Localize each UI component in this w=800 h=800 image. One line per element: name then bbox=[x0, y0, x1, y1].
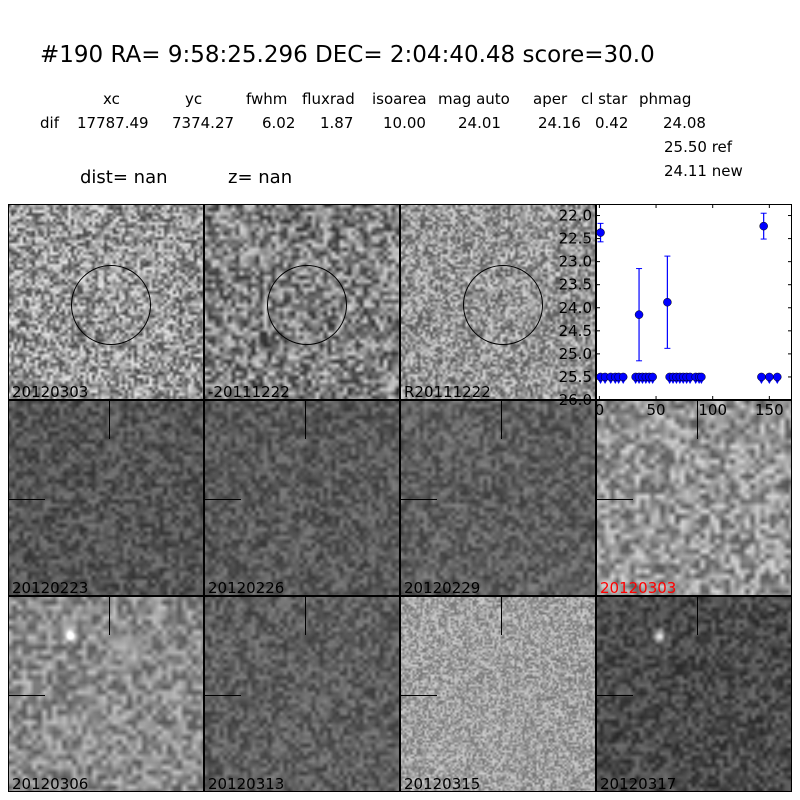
row-value: 17787.49 bbox=[77, 114, 149, 132]
row-value: 0.42 bbox=[595, 114, 629, 132]
column-header: cl star bbox=[581, 90, 628, 108]
upper-limit-point bbox=[648, 372, 657, 382]
crosshair-tick bbox=[597, 499, 633, 500]
stamp-date-label: 20120303 bbox=[600, 579, 677, 596]
new-mag: 24.11 new bbox=[664, 162, 743, 180]
y-tick-label: 25.0 bbox=[559, 345, 592, 363]
crosshair-tick bbox=[9, 695, 45, 696]
y-tick-label: 24.5 bbox=[559, 322, 592, 340]
y-tick-label: 22.0 bbox=[559, 207, 592, 225]
crosshair-tick bbox=[205, 499, 241, 500]
crosshair-tick bbox=[501, 597, 502, 635]
y-tick-label: 23.5 bbox=[559, 276, 592, 294]
detection-point bbox=[596, 228, 605, 237]
title: #190 RA= 9:58:25.296 DEC= 2:04:40.48 sco… bbox=[40, 42, 655, 68]
stamp-date-label: 20120315 bbox=[404, 775, 481, 792]
row-label: dif bbox=[40, 114, 59, 132]
column-header: isoarea bbox=[372, 90, 427, 108]
stamp-date-label: -20111222 bbox=[208, 383, 290, 400]
upper-limit-point bbox=[697, 372, 706, 382]
y-tick-label: 22.5 bbox=[559, 230, 592, 248]
crosshair-tick bbox=[401, 695, 437, 696]
stamp-date-label: 20120229 bbox=[404, 579, 481, 596]
aperture-circle bbox=[267, 265, 347, 345]
ref-mag: 25.50 ref bbox=[664, 138, 733, 156]
crosshair-tick bbox=[9, 499, 45, 500]
column-header: mag auto bbox=[438, 90, 510, 108]
column-header: phmag bbox=[639, 90, 692, 108]
y-tick-label: 23.0 bbox=[559, 253, 592, 271]
crosshair-tick bbox=[697, 597, 698, 635]
crosshair-tick bbox=[305, 597, 306, 635]
stamp-date-label: 20120313 bbox=[208, 775, 285, 792]
row-value: 1.87 bbox=[320, 114, 354, 132]
row-value: 24.08 bbox=[663, 114, 706, 132]
column-header: xc bbox=[103, 90, 120, 108]
column-header: fwhm bbox=[246, 90, 288, 108]
x-tick-label: 150 bbox=[755, 401, 784, 419]
image-stamp: R20111222 bbox=[400, 204, 596, 400]
image-stamp: 20120317 bbox=[596, 596, 792, 792]
image-stamp: 20120306 bbox=[8, 596, 204, 792]
row-value: 24.01 bbox=[458, 114, 501, 132]
stamp-date-label: 20120306 bbox=[12, 775, 89, 792]
x-tick-label: 100 bbox=[698, 401, 727, 419]
detection-point bbox=[759, 221, 768, 231]
upper-limit-point bbox=[618, 372, 628, 382]
x-tick-label: 0 bbox=[595, 401, 605, 419]
y-tick-label: 25.5 bbox=[559, 368, 592, 386]
crosshair-tick bbox=[205, 695, 241, 696]
stamp-date-label: 20120317 bbox=[600, 775, 677, 792]
image-stamp: 20120303 bbox=[596, 400, 792, 596]
row-value: 10.00 bbox=[383, 114, 426, 132]
aperture-circle bbox=[463, 265, 543, 345]
dist-text: dist= nan bbox=[80, 167, 168, 188]
detection-point bbox=[634, 310, 644, 319]
stamp-date-label: 20120303 bbox=[12, 383, 89, 400]
upper-limit-point bbox=[765, 372, 774, 382]
row-value: 24.16 bbox=[538, 114, 581, 132]
upper-limit-point bbox=[773, 372, 782, 382]
crosshair-tick bbox=[501, 401, 502, 439]
y-tick-label: 24.0 bbox=[559, 299, 592, 317]
image-stamp: 20120229 bbox=[400, 400, 596, 596]
y-tick-label: 26.0 bbox=[559, 391, 592, 409]
upper-limit-point bbox=[757, 372, 766, 382]
stamp-date-label: R20111222 bbox=[404, 383, 491, 400]
x-tick-label: 50 bbox=[646, 401, 665, 419]
image-stamp: 20120313 bbox=[204, 596, 400, 792]
row-value: 6.02 bbox=[262, 114, 296, 132]
image-stamp: 20120303 bbox=[8, 204, 204, 400]
crosshair-tick bbox=[401, 499, 437, 500]
stamp-date-label: 20120226 bbox=[208, 579, 285, 596]
crosshair-tick bbox=[597, 695, 633, 696]
column-header: fluxrad bbox=[302, 90, 355, 108]
image-stamp: -20111222 bbox=[204, 204, 400, 400]
image-stamp: 20120226 bbox=[204, 400, 400, 596]
crosshair-tick bbox=[109, 401, 110, 439]
stamp-date-label: 20120223 bbox=[12, 579, 89, 596]
image-stamp: 20120223 bbox=[8, 400, 204, 596]
aperture-circle bbox=[71, 265, 151, 345]
column-header: aper bbox=[533, 90, 568, 108]
detection-point bbox=[663, 297, 672, 307]
light-curve-plot: 0 50 100 150 22.0 22.5 23.0 23.5 24.0 24.5 25.0 25.… bbox=[559, 204, 792, 419]
image-stamp: 20120315 bbox=[400, 596, 596, 792]
plot-frame bbox=[596, 204, 792, 400]
z-text: z= nan bbox=[228, 167, 293, 188]
crosshair-tick bbox=[305, 401, 306, 439]
row-value: 7374.27 bbox=[172, 114, 235, 132]
crosshair-tick bbox=[697, 401, 698, 439]
column-header: yc bbox=[185, 90, 203, 108]
crosshair-tick bbox=[109, 597, 110, 635]
